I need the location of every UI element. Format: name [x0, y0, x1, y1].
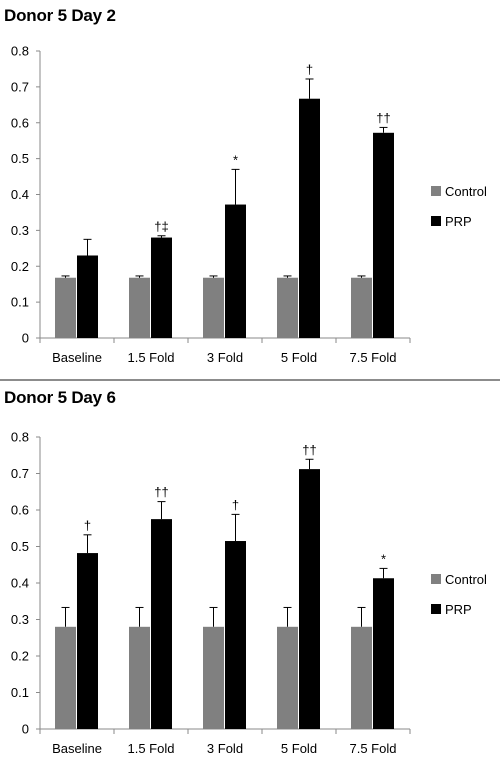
significance-marker: †: [84, 518, 91, 533]
y-tick-label: 0.5: [11, 151, 29, 166]
significance-marker: *: [381, 551, 386, 566]
prp-bar: [373, 578, 394, 729]
y-tick-label: 0.3: [11, 223, 29, 238]
legend-label: PRP: [445, 214, 472, 229]
x-tick-label: 1.5 Fold: [128, 350, 175, 365]
prp-bar: [299, 469, 320, 729]
significance-marker: †‡: [154, 219, 168, 234]
significance-marker: †: [306, 62, 313, 77]
significance-marker: †: [232, 497, 239, 512]
y-tick-label: 0.3: [11, 612, 29, 627]
y-tick-label: 0.7: [11, 79, 29, 94]
significance-marker: ††: [302, 442, 316, 457]
x-tick-label: Baseline: [52, 350, 102, 365]
x-tick-label: 7.5 Fold: [350, 350, 397, 365]
y-tick-label: 0.6: [11, 115, 29, 130]
prp-bar: [373, 132, 394, 338]
prp-bar: [299, 98, 320, 339]
prp-bar: [77, 553, 98, 729]
control-bar: [129, 626, 150, 729]
y-tick-label: 0.4: [11, 576, 29, 591]
y-tick-label: 0.7: [11, 466, 29, 481]
control-bar: [55, 277, 76, 338]
x-tick-label: Baseline: [52, 741, 102, 756]
control-bar: [351, 626, 372, 729]
prp-bar: [77, 255, 98, 338]
y-tick-label: 0.2: [11, 259, 29, 274]
legend-swatch: [431, 216, 441, 226]
chart-title: Donor 5 Day 2: [4, 6, 116, 25]
legend-swatch: [431, 186, 441, 196]
legend-label: Control: [445, 572, 487, 587]
control-bar: [277, 626, 298, 729]
y-tick-label: 0: [22, 331, 29, 346]
chart-panel-day6: Donor 5 Day 6 0 0.1 0.2 0.3 0.4 0.5 0.6 0.7 0.8 †…: [0, 382, 500, 763]
significance-marker: *: [233, 152, 238, 167]
x-tick-label: 5 Fold: [281, 741, 317, 756]
legend-swatch: [431, 574, 441, 584]
control-bar: [203, 626, 224, 729]
prp-bar: [151, 237, 172, 338]
prp-bar: [225, 204, 246, 338]
prp-bar: [151, 519, 172, 729]
x-tick-label: 1.5 Fold: [128, 741, 175, 756]
control-bar: [351, 277, 372, 338]
legend-label: PRP: [445, 602, 472, 617]
control-bar: [129, 277, 150, 338]
y-tick-label: 0.4: [11, 187, 29, 202]
significance-marker: ††: [154, 485, 168, 500]
bar-chart-day2: 0 0.1 0.2 0.3 0.4 0.5 0.6 0.7 0.8 Baseline †‡ 1.5 F…: [11, 44, 487, 366]
y-tick-label: 0.1: [11, 295, 29, 310]
chart-title: Donor 5 Day 6: [4, 388, 116, 407]
y-tick-label: 0: [22, 722, 29, 737]
legend-label: Control: [445, 184, 487, 199]
y-tick-label: 0.8: [11, 44, 29, 59]
y-tick-label: 0.2: [11, 649, 29, 664]
control-bar: [203, 277, 224, 338]
y-tick-label: 0.6: [11, 503, 29, 518]
y-tick-label: 0.8: [11, 430, 29, 445]
bar-chart-day6: 0 0.1 0.2 0.3 0.4 0.5 0.6 0.7 0.8 † Baseline †† 1.5 …: [11, 430, 487, 757]
legend-swatch: [431, 604, 441, 614]
x-tick-label: 3 Fold: [207, 350, 243, 365]
control-bar: [277, 277, 298, 338]
x-tick-label: 7.5 Fold: [350, 741, 397, 756]
chart-panel-day2: Donor 5 Day 2 0 0.1 0.2 0.3 0.4 0.5 0.6 0.7 0.8 B…: [0, 0, 500, 378]
control-bar: [55, 626, 76, 729]
x-tick-label: 3 Fold: [207, 741, 243, 756]
panel-divider: [0, 379, 500, 381]
y-tick-label: 0.5: [11, 539, 29, 554]
x-tick-label: 5 Fold: [281, 350, 317, 365]
y-tick-label: 0.1: [11, 685, 29, 700]
significance-marker: ††: [376, 110, 390, 125]
prp-bar: [225, 541, 246, 729]
